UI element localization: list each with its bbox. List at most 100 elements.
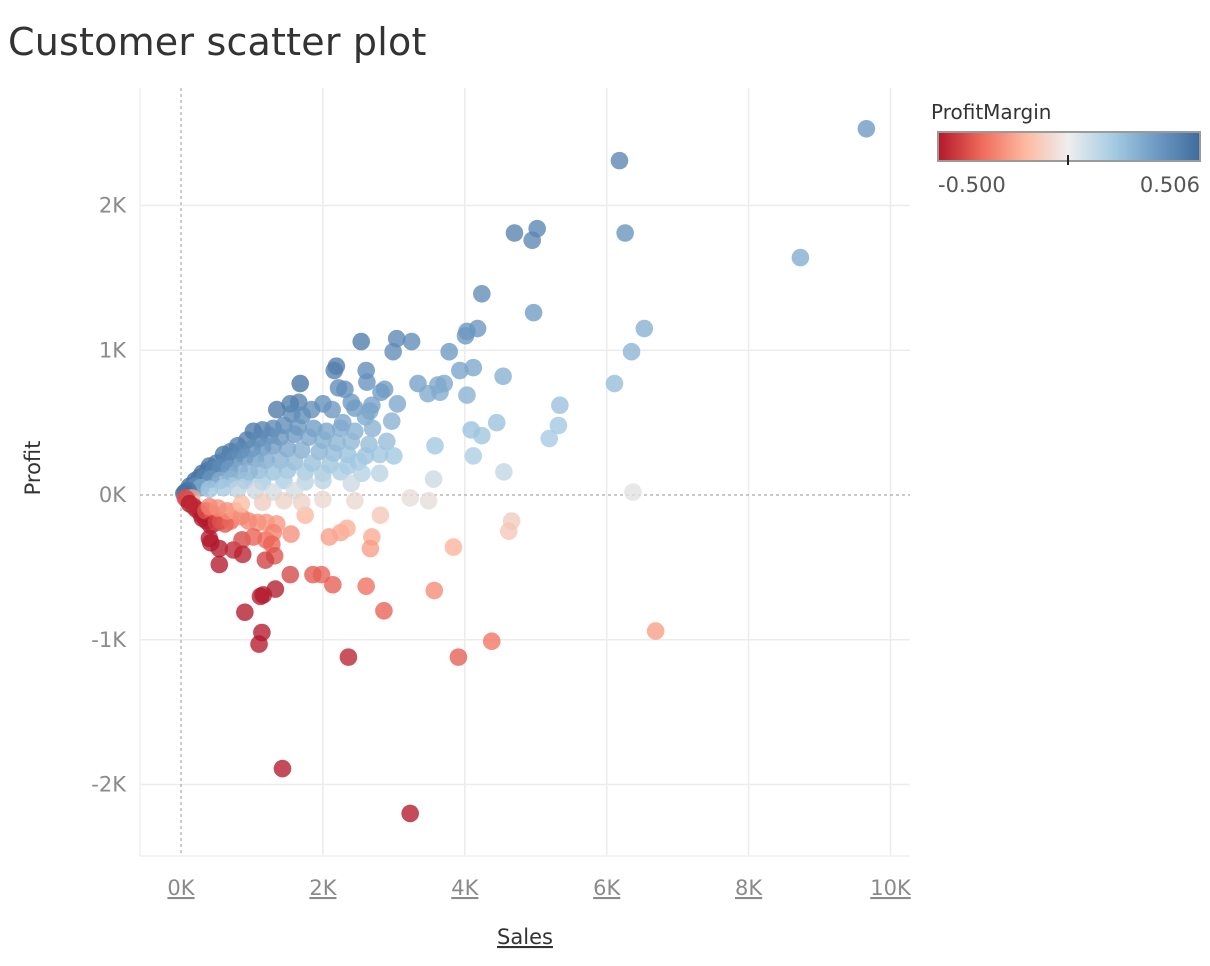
data-point[interactable] [325,361,344,380]
data-point[interactable] [523,231,542,250]
data-point[interactable] [339,648,358,666]
data-point[interactable] [314,490,332,509]
data-point[interactable] [264,436,283,455]
data-point[interactable] [624,483,642,501]
data-point[interactable] [267,400,286,419]
data-point[interactable] [210,539,229,558]
data-point[interactable] [440,342,458,361]
data-point[interactable] [431,383,449,402]
data-point[interactable] [361,539,380,558]
data-point[interactable] [370,445,389,464]
data-point[interactable] [458,386,476,404]
data-point[interactable] [616,224,634,242]
data-point[interactable] [352,332,371,351]
data-point[interactable] [425,581,444,600]
data-point[interactable] [232,494,251,513]
data-point[interactable] [210,555,229,574]
data-point[interactable] [495,463,513,481]
data-point[interactable] [451,361,469,380]
data-point[interactable] [323,400,341,419]
x-tick-label[interactable]: 4K [451,876,479,900]
data-point[interactable] [250,635,268,653]
data-point[interactable] [251,587,270,606]
x-tick-label[interactable]: 6K [593,876,621,900]
data-point[interactable] [791,248,810,267]
data-point[interactable] [214,478,233,497]
data-point[interactable] [291,374,309,393]
data-point[interactable] [312,565,331,584]
data-point[interactable] [331,463,350,481]
data-point[interactable] [273,759,292,778]
data-point[interactable] [402,332,421,351]
data-point[interactable] [622,342,641,361]
data-point[interactable] [299,428,318,446]
grid-layer [139,88,910,857]
data-point[interactable] [482,632,501,650]
data-point[interactable] [346,491,364,510]
data-point[interactable] [401,489,419,507]
data-point[interactable] [473,426,491,445]
y-tick-label: -2K [91,773,127,797]
data-point[interactable] [382,412,401,430]
data-point[interactable] [444,538,463,556]
data-point[interactable] [233,545,252,564]
data-point[interactable] [342,474,361,493]
data-point[interactable] [331,419,350,438]
data-point[interactable] [338,519,356,538]
data-point[interactable] [505,224,524,242]
data-point[interactable] [464,358,483,377]
data-point[interactable] [646,622,665,640]
data-point[interactable] [371,506,390,525]
data-point[interactable] [464,447,483,465]
data-point[interactable] [524,303,543,322]
data-point[interactable] [857,119,876,138]
data-point[interactable] [388,395,407,413]
x-axis-label[interactable]: Sales [497,925,553,949]
data-point[interactable] [292,493,311,512]
data-point[interactable] [266,580,285,598]
data-point[interactable] [375,602,393,620]
data-point[interactable] [357,577,375,595]
data-point[interactable] [236,603,254,622]
data-point[interactable] [285,425,304,444]
x-tick-label[interactable]: 8K [735,876,763,900]
data-point[interactable] [549,416,568,435]
data-point[interactable] [253,493,272,512]
data-point[interactable] [473,284,491,303]
data-point[interactable] [324,575,342,594]
data-point[interactable] [605,374,624,393]
data-point[interactable] [228,480,247,499]
data-point[interactable] [635,319,654,338]
data-point[interactable] [358,373,376,391]
data-point[interactable] [401,804,419,823]
color-legend[interactable]: ProfitMargin -0.500 0.506 [931,100,1201,197]
x-tick-label[interactable]: 0K [167,876,195,900]
data-point[interactable] [449,648,468,666]
data-point[interactable] [384,342,402,361]
data-point[interactable] [551,396,569,415]
data-point[interactable] [385,447,403,465]
data-point[interactable] [456,326,475,345]
data-point[interactable] [487,413,506,432]
data-point[interactable] [499,522,518,540]
x-tick-label[interactable]: 10K [870,876,912,900]
data-point[interactable] [377,432,396,451]
data-point[interactable] [370,464,389,483]
data-point[interactable] [275,491,293,510]
data-point[interactable] [426,436,444,455]
data-point[interactable] [200,480,219,499]
data-point[interactable] [314,471,332,490]
data-point[interactable] [336,380,354,399]
data-point[interactable] [363,419,382,438]
data-point[interactable] [494,367,512,386]
data-point[interactable] [372,383,390,402]
data-point[interactable] [610,151,629,170]
x-tick-label[interactable]: 2K [309,876,337,900]
data-point[interactable] [281,565,300,584]
data-point[interactable] [540,429,559,448]
data-point[interactable] [419,491,438,510]
data-point[interactable] [424,470,443,488]
data-point[interactable] [256,551,275,569]
data-point[interactable] [282,525,300,543]
